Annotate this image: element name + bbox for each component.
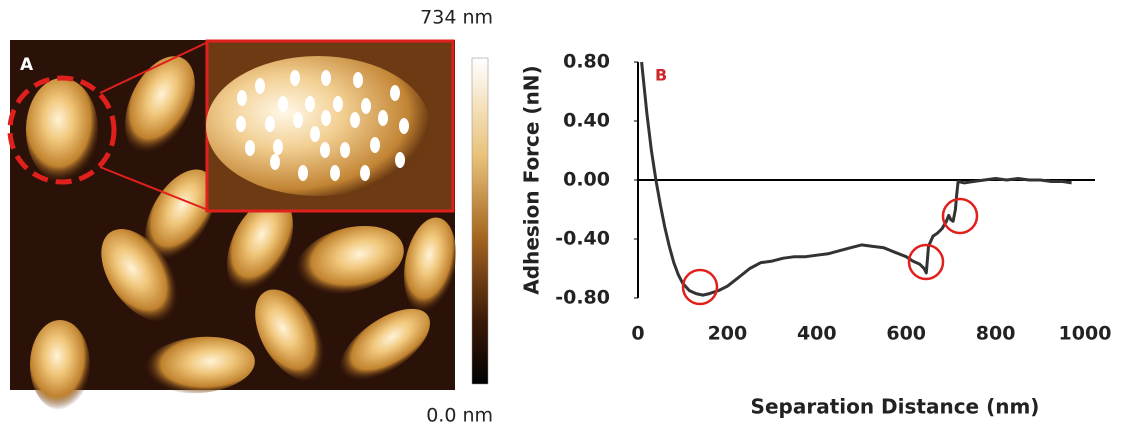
y-tick-label: 0.40 <box>563 110 610 132</box>
panel-label: A <box>20 55 34 75</box>
y-tick-label: -0.80 <box>555 287 610 309</box>
x-tick-label: 400 <box>797 323 837 345</box>
x-tick-label: 800 <box>976 323 1016 345</box>
x-tick-label: 200 <box>708 323 748 345</box>
y-tick-label: 0.80 <box>563 51 610 73</box>
x-tick-label: 600 <box>886 323 926 345</box>
afm-image <box>7 39 456 410</box>
force-chart: 0.80 0.40 0.00 -0.40 -0.80 0 200 400 600 800 1000 <box>555 51 1111 345</box>
y-axis-label: Adhesion Force (nN) <box>520 65 544 294</box>
force-curve <box>640 61 1072 297</box>
panel-label: B <box>655 66 667 85</box>
x-tick-label: 0 <box>631 323 644 345</box>
y-tick-label: -0.40 <box>555 228 610 250</box>
colorbar-min: 0.0 nm <box>426 405 493 427</box>
x-tick-label: 1000 <box>1059 323 1112 345</box>
x-axis-label: Separation Distance (nm) <box>751 395 1040 419</box>
colorbar <box>471 57 489 385</box>
annotations <box>681 197 979 306</box>
colorbar-max: 734 nm <box>420 7 493 29</box>
y-tick-label: 0.00 <box>563 169 610 191</box>
